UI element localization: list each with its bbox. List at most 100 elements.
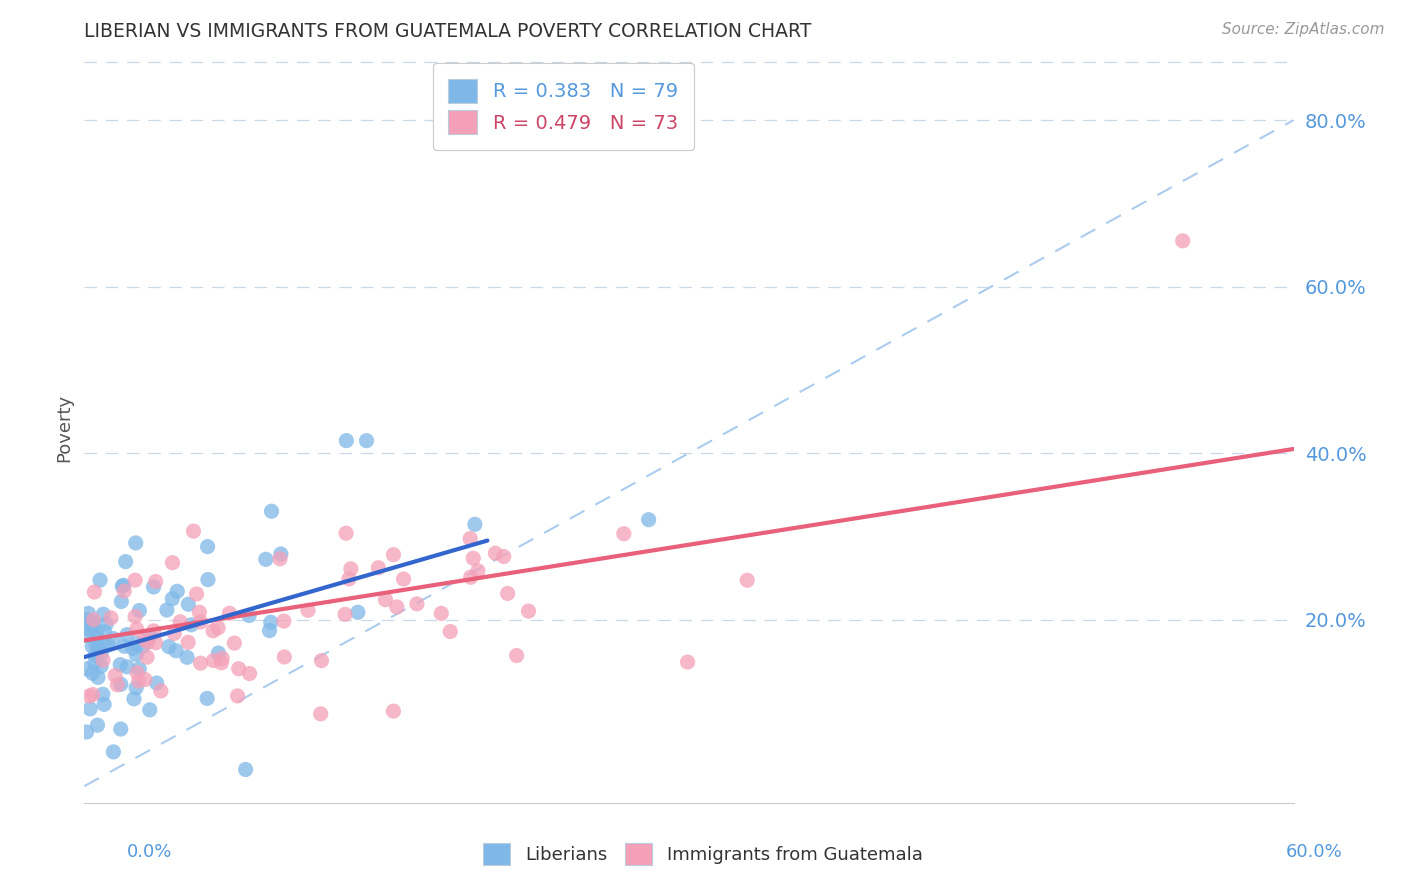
Point (96, 617, 118, 632)
Point (76, 613, 98, 627)
Text: 0.0%: 0.0% (127, 843, 172, 861)
Point (309, 706, 332, 721)
Point (91, 607, 114, 622)
Point (297, 603, 319, 617)
Point (134, 673, 156, 687)
Point (79, 702, 101, 716)
Point (110, 722, 132, 736)
Point (127, 665, 149, 680)
Point (190, 656, 212, 670)
Point (197, 540, 219, 554)
Point (112, 578, 135, 592)
Point (139, 703, 162, 717)
Point (186, 587, 208, 601)
Point (84, 631, 107, 645)
Point (100, 611, 122, 625)
Point (82, 688, 104, 702)
Point (211, 651, 233, 665)
Point (87, 670, 110, 684)
Point (228, 662, 250, 676)
Point (311, 654, 333, 668)
Point (162, 591, 184, 606)
Y-axis label: Poverty: Poverty (55, 394, 73, 462)
Point (202, 654, 225, 668)
Point (496, 586, 519, 600)
Point (676, 655, 699, 669)
Point (149, 684, 172, 698)
Point (103, 745, 125, 759)
Point (110, 657, 132, 672)
Point (93, 624, 115, 639)
Point (90, 646, 112, 660)
Point (269, 551, 291, 566)
Point (347, 605, 370, 619)
Point (202, 624, 225, 638)
Point (84, 648, 107, 663)
Point (458, 532, 481, 546)
Point (110, 677, 132, 691)
Point (124, 609, 146, 624)
Point (180, 617, 202, 632)
Point (273, 650, 295, 665)
Point (127, 636, 149, 650)
Point (382, 548, 405, 562)
Point (77, 689, 100, 703)
Point (93, 638, 115, 652)
Point (142, 624, 165, 638)
Point (86, 625, 108, 640)
Text: Source: ZipAtlas.com: Source: ZipAtlas.com (1222, 22, 1385, 37)
Point (136, 635, 159, 649)
Point (270, 547, 292, 561)
Point (76, 629, 98, 643)
Point (104, 668, 127, 682)
Point (177, 635, 200, 649)
Point (84, 638, 107, 652)
Point (103, 632, 125, 646)
Point (111, 579, 134, 593)
Point (93, 698, 115, 712)
Point (335, 434, 357, 448)
Point (340, 562, 363, 576)
Point (463, 551, 485, 566)
Point (157, 640, 180, 654)
Point (392, 572, 415, 586)
Point (467, 564, 489, 578)
Point (145, 676, 167, 690)
Point (367, 560, 389, 574)
Point (125, 681, 148, 695)
Point (374, 592, 396, 607)
Point (145, 574, 167, 589)
Point (492, 549, 515, 564)
Point (259, 624, 281, 638)
Legend: R = 0.383   N = 79, R = 0.479   N = 73: R = 0.383 N = 79, R = 0.479 N = 73 (433, 63, 693, 150)
Point (142, 580, 165, 594)
Point (207, 621, 229, 635)
Point (89, 640, 111, 655)
Point (128, 603, 150, 617)
Point (125, 648, 148, 662)
Point (385, 599, 408, 614)
Point (224, 636, 246, 650)
Point (89, 573, 111, 587)
Point (90, 659, 112, 673)
Point (80, 615, 103, 630)
Point (122, 641, 145, 656)
Point (115, 628, 138, 642)
Point (197, 573, 219, 587)
Point (112, 584, 135, 599)
Point (254, 552, 277, 566)
Point (637, 513, 659, 527)
Point (80, 619, 103, 633)
Point (124, 573, 146, 587)
Legend: Liberians, Immigrants from Guatemala: Liberians, Immigrants from Guatemala (474, 834, 932, 874)
Point (76, 725, 98, 739)
Point (209, 656, 232, 670)
Point (260, 504, 283, 518)
Point (356, 434, 378, 448)
Point (177, 597, 200, 611)
Point (207, 646, 229, 660)
Point (188, 605, 211, 619)
Point (406, 597, 429, 611)
Point (115, 660, 138, 674)
Point (1171, 234, 1194, 248)
